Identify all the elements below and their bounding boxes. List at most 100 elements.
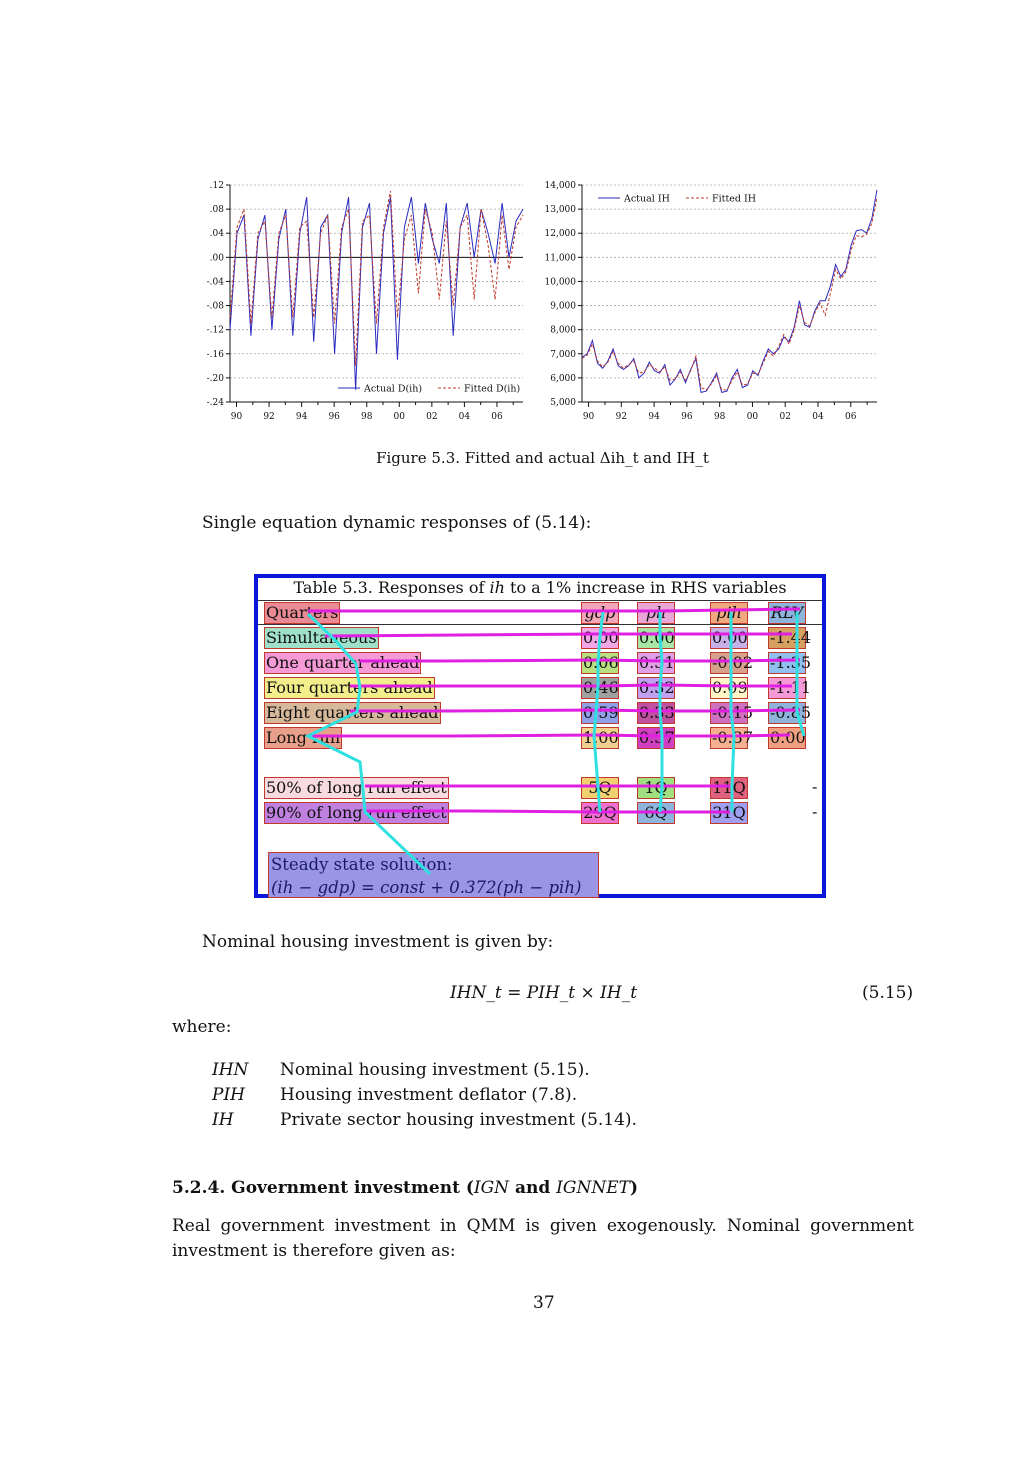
table-cell-dash: -: [812, 802, 818, 821]
table-cell: 0.37: [637, 727, 675, 749]
page-number: 37: [533, 1293, 555, 1313]
column-header-quarters: Quarters: [264, 602, 341, 624]
table-cell: 0.06: [581, 652, 619, 674]
table-cell: -0.37: [710, 727, 754, 749]
definition-row: IH Private sector housing investment (5.1…: [212, 1110, 637, 1130]
table-row-label: Eight quarters ahead: [264, 702, 441, 724]
y-tick-label: 14,000: [545, 181, 577, 191]
table-cell: -0.15: [710, 702, 754, 724]
intro-text: Single equation dynamic responses of (5.…: [202, 513, 592, 533]
table-cell: 0.31: [637, 652, 675, 674]
x-tick-label: 02: [426, 412, 437, 422]
y-tick-label: -.12: [207, 326, 224, 336]
table-title: Table 5.3. Responses of ih to a 1% incre…: [293, 578, 787, 597]
y-tick-label: 9,000: [550, 302, 576, 312]
table-row-label: Simultaneous: [264, 627, 379, 649]
table-5-3: Table 5.3. Responses of ih to a 1% incre…: [254, 574, 826, 898]
y-tick-label: 10,000: [545, 277, 577, 287]
table-cell: 0.59: [581, 702, 619, 724]
y-tick-label: .08: [210, 205, 225, 215]
y-tick-label: 13,000: [545, 205, 577, 215]
x-tick-label: 92: [263, 412, 274, 422]
series-line: [581, 197, 878, 391]
x-tick-label: 02: [779, 412, 790, 422]
x-tick-label: 94: [296, 412, 308, 422]
table-cell: -1.11: [768, 677, 812, 699]
body-line-2: investment is therefore given as:: [172, 1241, 456, 1261]
y-tick-label: -.16: [207, 350, 225, 360]
x-tick-label: 98: [714, 412, 726, 422]
table-cell: 0.00: [710, 627, 748, 649]
y-tick-label: -.08: [207, 302, 225, 312]
table-cell-dash: -: [812, 777, 818, 796]
table-cell: -1.44: [768, 627, 812, 649]
series-line: [581, 189, 878, 394]
steady-state-solution: Steady state solution: (ih − gdp) = cons…: [268, 852, 599, 898]
table-row-label: 50% of long run effect: [264, 777, 449, 799]
legend-label: Fitted IH: [712, 194, 756, 205]
section-heading: 5.2.4. Government investment (IGN and IG…: [172, 1178, 639, 1198]
nominal-intro-text: Nominal housing investment is given by:: [202, 932, 554, 952]
table-cell: 1.00: [581, 727, 619, 749]
series-line: [229, 196, 524, 390]
x-tick-label: 96: [681, 412, 693, 422]
table-row-label: 90% of long run effect: [264, 802, 449, 824]
x-tick-label: 04: [812, 412, 824, 422]
y-tick-label: -.24: [207, 398, 225, 408]
column-header: ph: [637, 602, 675, 624]
table-cell: 29Q: [581, 802, 619, 824]
table-cell: -0.85: [768, 702, 812, 724]
table-cell: 6Q: [637, 802, 675, 824]
x-tick-label: 96: [328, 412, 340, 422]
equation-5-15: IHN_t = PIH_t × IH_t: [450, 983, 638, 1003]
legend-label: Actual IH: [623, 194, 670, 205]
y-tick-label: 8,000: [550, 326, 576, 336]
table-cell: 31Q: [710, 802, 748, 824]
column-header: pih: [710, 602, 748, 624]
x-tick-label: 06: [491, 412, 503, 422]
x-tick-label: 00: [747, 412, 759, 422]
x-tick-label: 90: [231, 412, 243, 422]
y-tick-label: 6,000: [550, 374, 576, 384]
x-tick-label: 06: [845, 412, 857, 422]
table-cell: 0.32: [637, 677, 675, 699]
table-cell: 5Q: [581, 777, 619, 799]
table-cell: 0.09: [710, 677, 748, 699]
legend-label: Actual D(ih): [363, 384, 422, 395]
body-line-1: Real government investment in QMM is giv…: [172, 1216, 914, 1236]
legend-label: Fitted D(ih): [464, 384, 520, 395]
definition-row: PIH Housing investment deflator (7.8).: [212, 1085, 578, 1105]
where-label: where:: [172, 1017, 232, 1037]
y-tick-label: 12,000: [545, 229, 577, 239]
chart-actual-vs-fitted-ih: 14,000 13,000 12,000 11,000 10,000 9,000 8,000…: [545, 181, 878, 422]
y-tick-label: 5,000: [550, 398, 576, 408]
x-tick-label: 92: [616, 412, 627, 422]
x-tick-label: 90: [583, 412, 595, 422]
table-cell: 1Q: [637, 777, 675, 799]
table-row-label: One quarter ahead: [264, 652, 422, 674]
table-cell: 0.33: [637, 702, 675, 724]
column-header: gdp: [581, 602, 619, 624]
x-tick-label: 98: [361, 412, 373, 422]
y-tick-label: -.04: [207, 277, 225, 287]
series-line: [229, 190, 524, 366]
figure-caption: Figure 5.3. Fitted and actual Δih_t and …: [376, 449, 709, 467]
table-cell: 0.46: [581, 677, 619, 699]
table-cell: 11Q: [710, 777, 748, 799]
y-tick-label: .04: [210, 229, 225, 239]
x-tick-label: 00: [394, 412, 406, 422]
table-cell: 0.00: [637, 627, 675, 649]
definition-row: IHN Nominal housing investment (5.15).: [212, 1060, 590, 1080]
table-cell: 0.00: [768, 727, 806, 749]
x-tick-label: 94: [648, 412, 660, 422]
y-tick-label: -.20: [207, 374, 225, 384]
x-tick-label: 04: [459, 412, 471, 422]
column-header: RLV: [768, 602, 806, 624]
y-tick-label: .00: [210, 253, 225, 263]
table-cell: -1.35: [768, 652, 812, 674]
equation-number: (5.15): [862, 983, 914, 1003]
y-tick-label: 11,000: [545, 253, 577, 263]
table-cell: -0.02: [710, 652, 754, 674]
chart-actual-vs-fitted-dih: .12 .08 .04 .00 -.04 -.08 -.12 -.16 -.20 -.24 90 92…: [207, 181, 524, 422]
table-row-label: Four quarters ahead: [264, 677, 435, 699]
